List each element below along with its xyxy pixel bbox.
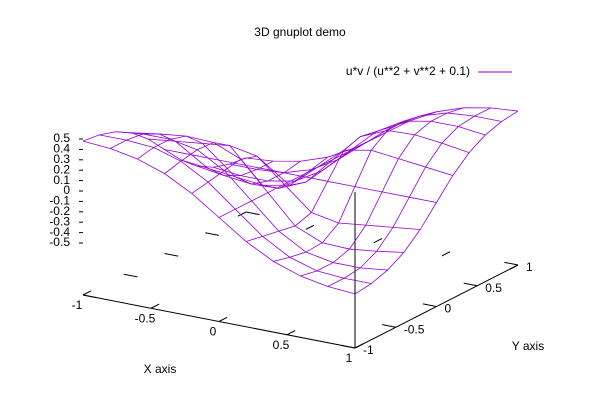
y-tick-label: -1 xyxy=(363,343,374,357)
z-tick-label: 0.4 xyxy=(53,142,70,156)
y-axis-label: Y axis xyxy=(512,339,544,353)
y-tick xyxy=(382,324,396,328)
z-tick-label: -0.2 xyxy=(49,204,70,218)
z-tick-label: 0 xyxy=(63,183,70,197)
x-tick-label: 0 xyxy=(210,325,217,339)
x-tick-mirror xyxy=(237,211,247,217)
y-tick-mirror xyxy=(205,232,219,236)
chart-title: 3D gnuplot demo xyxy=(254,25,346,39)
mesh-line-y xyxy=(99,134,372,284)
z-tick-label: -0.4 xyxy=(49,225,70,239)
mesh-line-y xyxy=(213,120,486,182)
x-tick xyxy=(286,330,296,336)
y-tick-mirror xyxy=(245,211,260,216)
x-tick-mirror xyxy=(373,238,383,244)
mesh-line-y xyxy=(245,107,519,162)
z-tick-label: -0.3 xyxy=(49,214,70,228)
y-tick-label: -0.5 xyxy=(404,322,425,336)
mesh-line-y xyxy=(131,132,404,253)
x-tick-label: -1 xyxy=(72,298,83,312)
mesh-line-y xyxy=(164,149,437,203)
x-tick xyxy=(218,316,228,322)
mesh-line-y xyxy=(82,140,356,295)
x-tick xyxy=(354,343,364,349)
z-tick-label: -0.1 xyxy=(49,194,70,208)
y-tick-label: 1 xyxy=(526,260,533,274)
z-tick-label: 0.2 xyxy=(53,162,70,176)
x-tick xyxy=(82,290,92,296)
z-tick-label: -0.5 xyxy=(49,235,70,249)
y-tick xyxy=(463,282,478,287)
mesh-line-y xyxy=(115,131,388,271)
y-tick-label: 0.5 xyxy=(485,281,502,295)
z-tick-label: 0.3 xyxy=(53,152,70,166)
y-tick-mirror xyxy=(82,294,97,299)
x-axis-label: X axis xyxy=(144,362,177,376)
x-tick-label: 0.5 xyxy=(273,338,290,352)
y-tick-label: 0 xyxy=(445,302,452,316)
y-tick xyxy=(422,303,437,307)
z-tick-label: 0.5 xyxy=(53,131,70,145)
x-tick-mirror xyxy=(509,264,519,270)
legend-label: u*v / (u**2 + v**2 + 0.1) xyxy=(346,64,470,78)
x-tick-mirror xyxy=(305,224,315,230)
y-tick xyxy=(341,344,356,349)
x-tick-label: -0.5 xyxy=(135,311,156,325)
y-tick xyxy=(504,261,519,266)
x-tick-label: 1 xyxy=(346,351,353,365)
x-tick-mirror xyxy=(441,251,451,257)
x-tick xyxy=(150,303,160,309)
y-tick-mirror xyxy=(164,253,179,257)
y-tick-mirror xyxy=(123,273,138,278)
mesh-line-y xyxy=(196,130,470,189)
z-tick-label: 0.1 xyxy=(53,173,70,187)
mesh-line-y xyxy=(148,138,421,230)
